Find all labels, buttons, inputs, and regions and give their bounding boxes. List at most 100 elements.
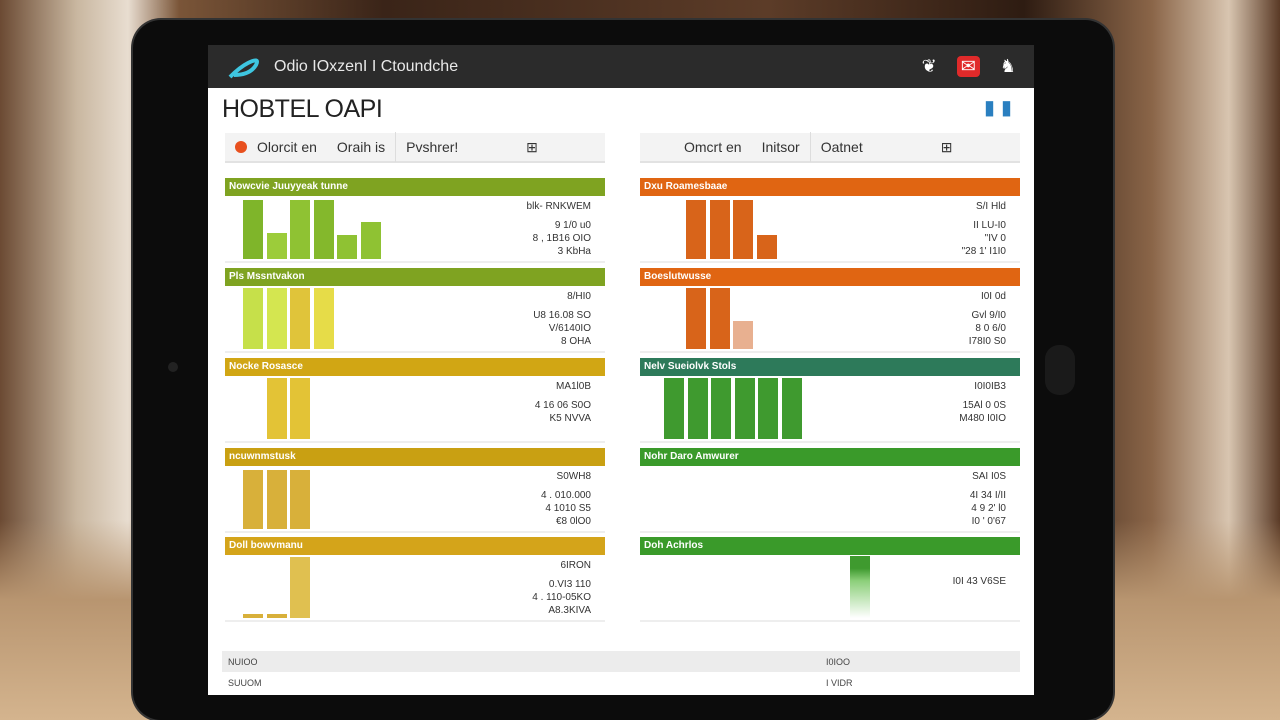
value-text: €8 0lO0 [555,516,591,527]
panel-title: Dxu Roamesbaae [640,178,1020,196]
bar [266,378,287,439]
bar [781,378,802,439]
panel-values: 6IRON 0.VI3 110 4 . 110-05KO A8.3KIVA [532,559,591,617]
value-text: V/6140IO [548,323,591,334]
bar [337,235,357,259]
bar [756,235,777,259]
value-text: "28 1' I1I0 [961,246,1006,257]
bar [664,378,684,439]
value-text: U8 16.08 SO [533,310,591,321]
bar [243,470,263,529]
panel-body: I0I 0d Gvl 9/I0 8 0 6/0 I78I0 S0 [640,286,1020,353]
chart-panel[interactable]: Doll bowvmanu 6IRON 0.VI3 110 4 . 110-05KO A… [225,537,605,622]
logo-icon [228,57,259,78]
app-title: Odio IOxzenI I Ctoundche [274,57,459,75]
panel-title: Nocke Rosasce [225,358,605,376]
value-text: S0WH8 [556,471,591,482]
value-text: 9 1/0 u0 [554,220,591,231]
alert-icon[interactable]: ✉ [956,56,980,77]
bar [290,378,310,439]
panel-body: I0I0IB3 15Al 0 0S M480 I0IO [640,376,1020,443]
value-text: 3 KbHa [557,246,591,257]
bar [243,614,263,618]
value-text: 8 OHA [560,336,591,347]
chart-panel[interactable]: ncuwnmstusk S0WH8 4 . 010.000 4 1010 S5 €8 0… [225,448,605,533]
value-text: I78I0 S0 [968,336,1006,347]
panel-title: Boeslutwusse [640,268,1020,286]
panel-title: Pls Mssntvakon [225,268,605,286]
table-row[interactable]: SUUOM I VIDR [222,672,1020,693]
bar [243,200,263,259]
panel-body: S/I Hld II LU-I0 "IV 0 "28 1' I1I0 [640,196,1020,263]
bar [734,378,755,439]
panel-values: 8/HI0 U8 16.08 SO V/6140IO 8 OHA [533,290,591,348]
bar [733,321,753,349]
bar [313,288,334,349]
bar [709,200,730,259]
tabs-left: Olorcit en Oraih is Pvshrer! ⊞ [225,132,605,163]
bar [360,221,381,259]
tab-b[interactable]: Oraih is [336,139,386,155]
screen: Odio IOxzenI I Ctoundche ❦ ✉ ♞ HOBTEL OA… [208,45,1034,695]
tab-a[interactable]: Olorcit en [257,139,317,155]
panel-values: S/I Hld II LU-I0 "IV 0 "28 1' I1I0 [962,200,1006,258]
bar [266,470,287,529]
value-text: II LU-I0 [973,220,1006,231]
user-icon[interactable]: ♞ [999,56,1016,76]
value-text: 4 16 06 S0O [534,400,591,411]
value-text: I0I 0d [980,291,1006,302]
panel-title: Doh Achrlos [640,537,1020,555]
table-cell: SUUOM [228,677,262,688]
chart-panel[interactable]: Pls Mssntvakon 8/HI0 U8 16.08 SO V/6140IO 8 … [225,268,605,353]
bar [758,378,778,439]
chart-panel[interactable]: Nocke Rosasce MA1l0B 4 16 06 S0O K5 NVVA [225,358,605,443]
chart-panel[interactable]: Doh Achrlos I0I 43 V6SE [640,537,1020,622]
home-button[interactable] [1045,345,1075,395]
value-text: 4I 34 I/II [969,490,1006,501]
bookmark-icon[interactable]: ▮▮ [983,97,1018,119]
column-header: NUIOO [228,656,258,667]
tab-c[interactable]: Oatnet [820,139,863,155]
panel-title: Nohr Daro Amwurer [640,448,1020,466]
bar [266,614,287,618]
value-text: M480 I0IO [959,413,1006,424]
chart-panel[interactable]: Dxu Roamesbaae S/I Hld II LU-I0 "IV 0 "28 1'… [640,178,1020,263]
panel-values: blk- RNKWEM 9 1/0 u0 8 , 1B16 OIO 3 KbHa [527,200,591,258]
value-text: Gvl 9/I0 [971,310,1006,321]
bell-icon[interactable]: ❦ [921,56,937,76]
chart-panel[interactable]: Nohr Daro Amwurer SAI I0S 4I 34 I/II 4 9 2'… [640,448,1020,533]
bar [711,378,731,439]
chart-panel[interactable]: Nowcvie Juuyyeak tunne blk- RNKWEM 9 1/0 u… [225,178,605,263]
bar [733,200,753,259]
grid-icon[interactable]: ⊞ [940,138,953,155]
bar [266,232,287,259]
table-cell: I VIDR [826,677,853,688]
panel-title: ncuwnmstusk [225,448,605,466]
bar [290,200,310,259]
status-dot-icon [235,141,247,153]
panel-body: 6IRON 0.VI3 110 4 . 110-05KO A8.3KIVA [225,555,605,622]
tab-c[interactable]: Pvshrer! [406,139,459,155]
panel-body: 8/HI0 U8 16.08 SO V/6140IO 8 OHA [225,286,605,353]
panel-values: SAI I0S 4I 34 I/II 4 9 2' l0 I0 ' 0'67 [970,470,1006,528]
value-text: MA1l0B [555,381,591,392]
chart-panel[interactable]: Nelv Sueiolvk Stols I0I0IB3 15Al 0 0S M480 … [640,358,1020,443]
panel-body: MA1l0B 4 16 06 S0O K5 NVVA [225,376,605,443]
value-text: I0 ' 0'67 [971,516,1006,527]
panel-title: Nowcvie Juuyyeak tunne [225,178,605,196]
panel-body: S0WH8 4 . 010.000 4 1010 S5 €8 0lO0 [225,466,605,533]
bar [686,200,706,259]
value-text: 4 1010 S5 [545,503,591,514]
value-text: A8.3KIVA [548,605,591,616]
tab-a[interactable]: Omcrt en [684,139,742,155]
chart-panel[interactable]: Boeslutwusse I0I 0d Gvl 9/I0 8 0 6/0 I78I0 S… [640,268,1020,353]
value-text: 4 . 110-05KO [532,592,591,603]
grid-icon[interactable]: ⊞ [526,138,538,155]
app-header: Odio IOxzenI I Ctoundche ❦ ✉ ♞ [208,45,1034,88]
tab-b[interactable]: Initsor [761,139,800,155]
value-text: S/I Hld [975,201,1006,212]
panel-values: S0WH8 4 . 010.000 4 1010 S5 €8 0lO0 [541,470,591,528]
value-text: blk- RNKWEM [526,201,591,212]
camera [168,362,178,372]
summary-table: NUIOO I0IOO SUUOM I VIDR [222,651,1020,693]
